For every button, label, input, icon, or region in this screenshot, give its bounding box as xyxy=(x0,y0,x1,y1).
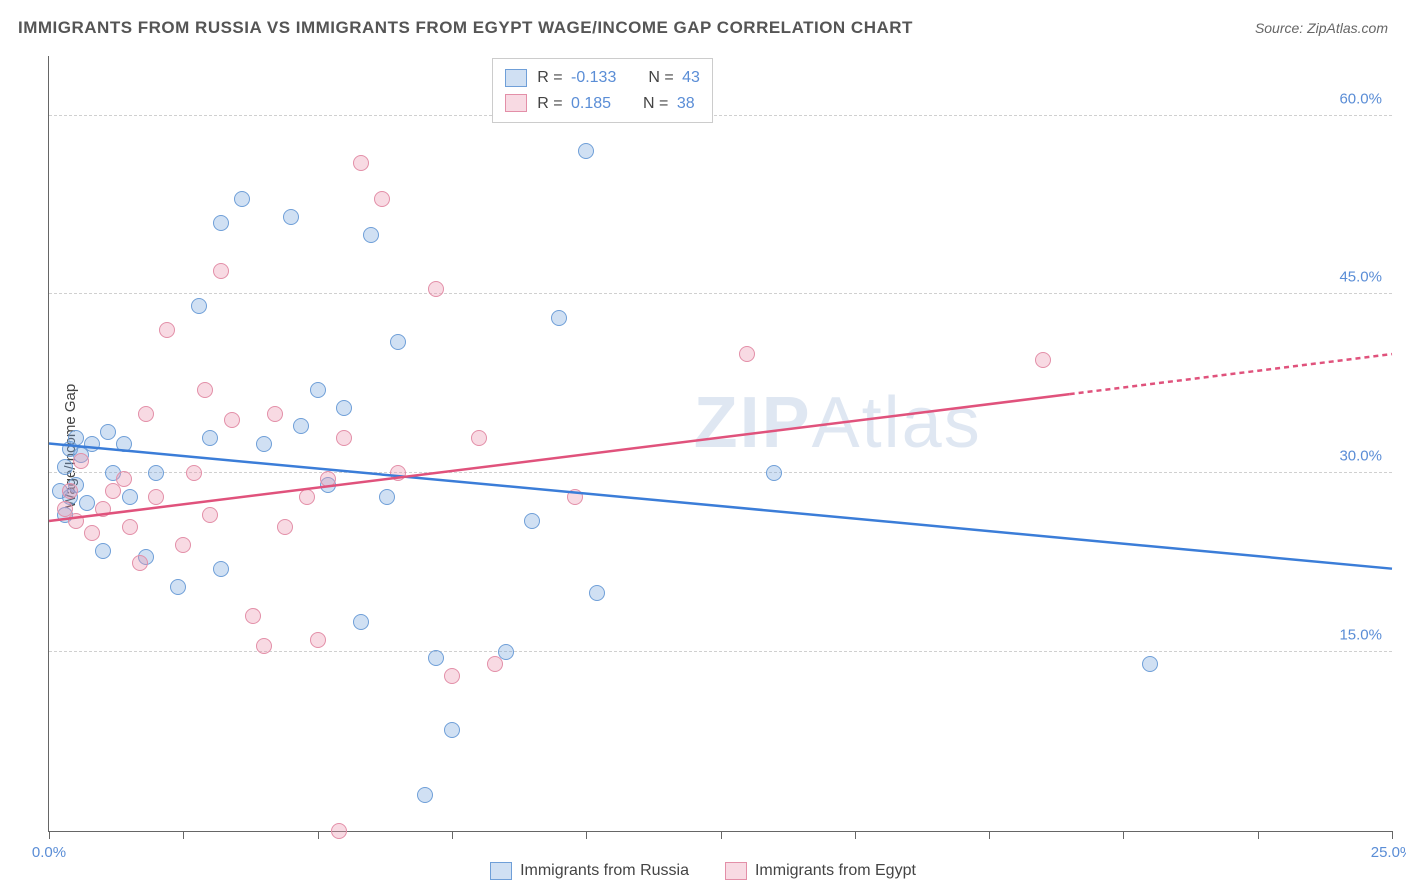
legend-item: Immigrants from Russia xyxy=(490,862,689,880)
x-tick xyxy=(318,831,319,839)
x-tick xyxy=(586,831,587,839)
x-tick xyxy=(721,831,722,839)
legend-label: Immigrants from Egypt xyxy=(755,862,916,880)
chart-header: IMMIGRANTS FROM RUSSIA VS IMMIGRANTS FRO… xyxy=(18,18,1388,38)
x-tick xyxy=(49,831,50,839)
x-tick xyxy=(183,831,184,839)
source-attribution: Source: ZipAtlas.com xyxy=(1255,20,1388,36)
legend-bottom: Immigrants from Russia Immigrants from Eg… xyxy=(0,862,1406,880)
legend-swatch xyxy=(725,862,747,880)
legend-swatch xyxy=(490,862,512,880)
x-tick-label: 0.0% xyxy=(32,844,66,861)
legend-label: Immigrants from Russia xyxy=(520,862,689,880)
source-label: Source: xyxy=(1255,20,1307,36)
legend-item: Immigrants from Egypt xyxy=(725,862,916,880)
x-tick xyxy=(1392,831,1393,839)
x-tick xyxy=(855,831,856,839)
x-tick xyxy=(1258,831,1259,839)
x-tick xyxy=(452,831,453,839)
source-name: ZipAtlas.com xyxy=(1307,20,1388,36)
chart-title: IMMIGRANTS FROM RUSSIA VS IMMIGRANTS FRO… xyxy=(18,18,913,38)
chart-plot-area: 15.0%30.0%45.0%60.0%0.0%25.0%ZIPAtlasR =… xyxy=(48,56,1392,832)
x-tick xyxy=(1123,831,1124,839)
x-tick xyxy=(989,831,990,839)
x-tick-label: 25.0% xyxy=(1371,844,1406,861)
